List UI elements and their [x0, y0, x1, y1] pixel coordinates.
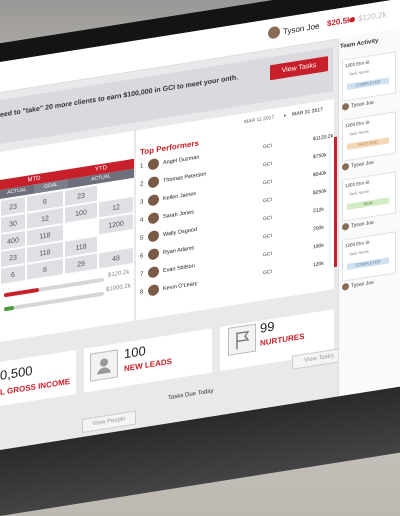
- performer-name: Thomas Peterson: [163, 171, 207, 185]
- date-arrow-icon: ▸: [284, 112, 287, 120]
- rank: 1: [140, 163, 144, 170]
- performers-scrollbar[interactable]: [334, 136, 337, 268]
- task-name: Task Name: [349, 188, 370, 197]
- chevron-down-icon[interactable]: ⌄: [314, 21, 320, 30]
- avatar: [342, 222, 349, 231]
- performer-name: Ryan Adams: [163, 245, 195, 257]
- performer-avatar: [148, 229, 159, 243]
- avatar: [342, 282, 349, 291]
- performer-avatar: [148, 175, 159, 189]
- performer-metric: GCI: [263, 214, 272, 223]
- performer-value: 120k: [313, 260, 324, 269]
- task-address: 1203 Elm St.: [345, 59, 371, 69]
- status-badge: NEW: [347, 197, 389, 211]
- performer-avatar: [148, 283, 159, 297]
- performer-value: $250k: [313, 188, 327, 197]
- performer-name: Evan Stillson: [163, 263, 195, 275]
- dashboard-screen: Tyson Joe ⌄ $20.5k $120.2k eed to "take"…: [0, 0, 400, 503]
- performer-value: 200k: [313, 224, 324, 233]
- avatar: [342, 102, 349, 111]
- performer-name: Kevin O'Leary: [163, 280, 198, 293]
- rank: 6: [140, 253, 144, 260]
- flag-icon: [228, 323, 256, 356]
- performer-avatar: [148, 247, 159, 261]
- task-card[interactable]: 1203 Elm St. Task Name PAST DUE: [342, 111, 396, 162]
- performer-avatar: [148, 157, 159, 171]
- rank: 4: [140, 217, 144, 224]
- performer-avatar: [148, 265, 159, 279]
- performer-value: $1120.2k: [313, 133, 334, 143]
- performer-value: 190k: [313, 242, 324, 251]
- task-card[interactable]: 1203 Elm St. Task Name COMPLETED: [342, 231, 396, 282]
- performer-metric: GCI: [263, 250, 272, 259]
- user-icon: [90, 349, 118, 382]
- rank: 7: [140, 271, 144, 278]
- task-name: Task Name: [349, 68, 370, 77]
- performer-metric: GCI: [263, 142, 272, 151]
- task-address: 1203 Elm St.: [345, 239, 371, 249]
- task-card[interactable]: 1203 Elm St. Task Name NEW: [342, 171, 396, 222]
- task-name: Task Name: [349, 248, 370, 257]
- performer-metric: GCI: [263, 178, 272, 187]
- rank: 2: [140, 181, 144, 188]
- performer-value: $540k: [313, 170, 327, 179]
- task-name: Task Name: [349, 128, 370, 137]
- status-badge: COMPLETED: [347, 77, 389, 91]
- performer-metric: GCI: [263, 160, 272, 169]
- performer-value: $750k: [313, 152, 327, 161]
- performer-avatar: [148, 211, 159, 225]
- status-badge: COMPLETED: [347, 257, 389, 271]
- task-card[interactable]: 1203 Elm St. Task Name COMPLETED: [342, 51, 396, 102]
- rank: 3: [140, 199, 144, 206]
- performer-name: Kellen James: [163, 190, 197, 203]
- avatar: [342, 162, 349, 171]
- task-address: 1203 Elm St.: [345, 179, 371, 189]
- rank: 5: [140, 235, 144, 242]
- performer-name: Sarah Jones: [163, 209, 194, 221]
- performer-avatar: [148, 193, 159, 207]
- rank: 8: [140, 289, 144, 296]
- nurtures-number: 99: [260, 318, 275, 336]
- performer-metric: GCI: [263, 232, 272, 241]
- performer-value: 212k: [313, 206, 324, 215]
- performer-metric: GCI: [263, 196, 272, 205]
- task-address: 1203 Elm St.: [345, 119, 371, 129]
- performer-metric: GCI: [263, 268, 272, 277]
- performer-name: Angel Guzman: [163, 154, 200, 167]
- performer-name: Wally Osgood: [163, 226, 198, 239]
- tasks-due-heading: Tasks Due Today: [168, 388, 214, 402]
- status-badge: PAST DUE: [347, 137, 389, 151]
